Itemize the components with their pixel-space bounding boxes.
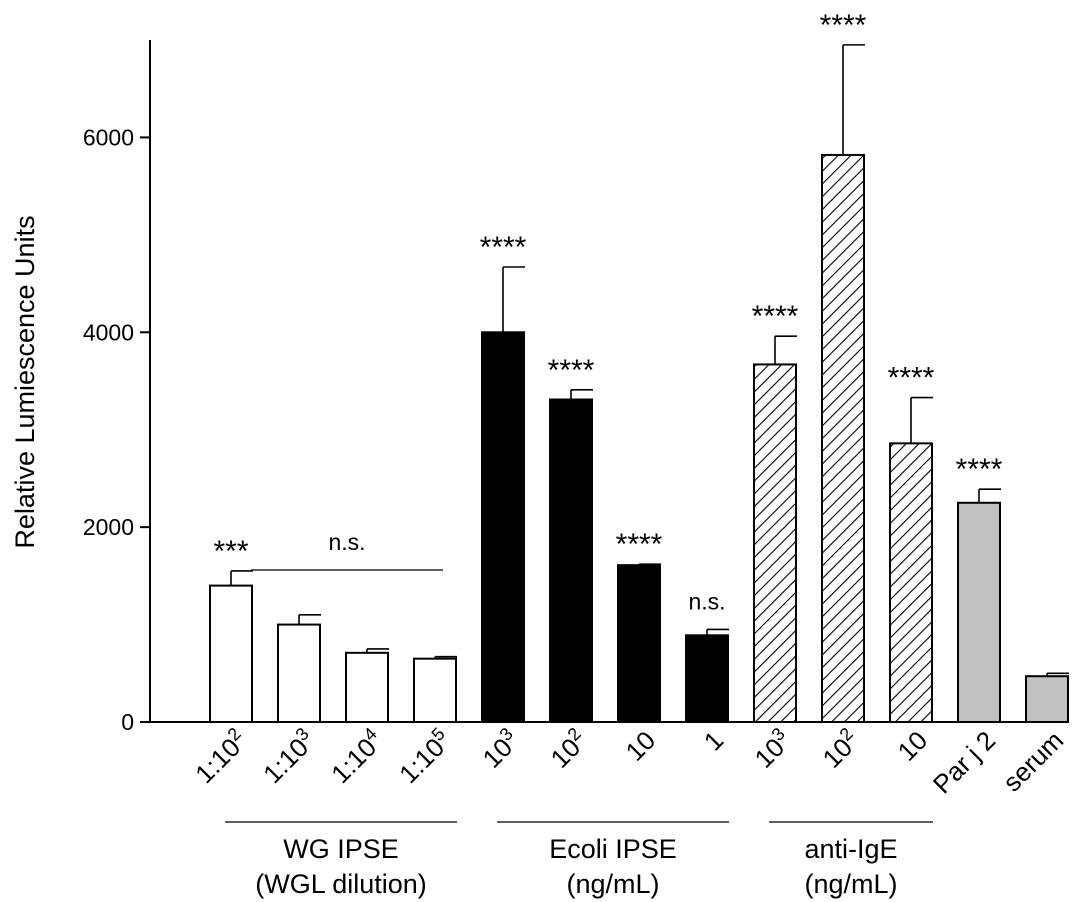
bar: [889, 442, 933, 723]
bar: [345, 651, 389, 724]
ns-bracket-label: n.s.: [328, 529, 365, 555]
bar: [685, 634, 729, 723]
group-label-line2: (ng/mL): [804, 869, 897, 899]
bar: [549, 398, 593, 723]
bar: [753, 363, 797, 723]
x-tick-label: 102: [815, 724, 865, 774]
x-tick-label: 1:103: [256, 724, 321, 789]
y-tick-label: 2000: [83, 514, 134, 540]
y-tick-label: 0: [121, 709, 134, 735]
group-label-line2: (ng/mL): [566, 869, 659, 899]
significance-label: ****: [480, 231, 527, 264]
group-label-line1: anti-IgE: [804, 834, 897, 864]
x-tick-label: 1:104: [324, 724, 389, 789]
x-tick-label: serum: [997, 725, 1069, 797]
significance-label: ****: [888, 362, 935, 395]
significance-label: ****: [548, 354, 595, 387]
x-tick-label: 103: [475, 724, 525, 774]
bar: [617, 564, 661, 724]
x-tick-label: 1:105: [392, 724, 457, 789]
annotations: ***************n.s.****************n.s.: [213, 9, 1002, 615]
bar: [821, 153, 865, 724]
significance-label: ****: [956, 453, 1003, 486]
significance-label: ***: [213, 535, 248, 568]
x-tick-label: Par j 2: [927, 725, 1001, 799]
x-tick-label: 103: [747, 724, 797, 774]
x-tick-label: 102: [543, 724, 593, 774]
bar: [413, 657, 457, 724]
significance-label: ****: [752, 300, 799, 333]
x-tick-label: 1:102: [188, 724, 253, 789]
group-label-line1: Ecoli IPSE: [549, 834, 677, 864]
bar: [277, 623, 321, 723]
bar: [209, 584, 253, 723]
x-tick-label: 10: [892, 725, 934, 767]
bar: [481, 331, 525, 723]
group-label-line1: WG IPSE: [283, 834, 399, 864]
bar: [1025, 675, 1069, 723]
x-tick-label: 10: [620, 725, 662, 767]
bars: [209, 44, 1069, 724]
x-tick-label: 1: [698, 725, 729, 756]
group-labels: WG IPSE (WGL dilution) Ecoli IPSE (ng/mL) an…: [225, 821, 933, 899]
x-tick-labels: 1:102 1:103 1:104 1:105 103 102 10 1 103 102 10Par…: [188, 724, 1069, 800]
significance-label: n.s.: [688, 588, 725, 614]
y-tick-label: 6000: [83, 124, 134, 150]
y-axis-label: Relative Lumiescence Units: [10, 215, 40, 548]
y-tick-label: 4000: [83, 319, 134, 345]
group-label-line2: (WGL dilution): [255, 869, 427, 899]
significance-label: ****: [820, 9, 867, 42]
bar: [957, 501, 1001, 723]
significance-label: ****: [616, 528, 663, 561]
